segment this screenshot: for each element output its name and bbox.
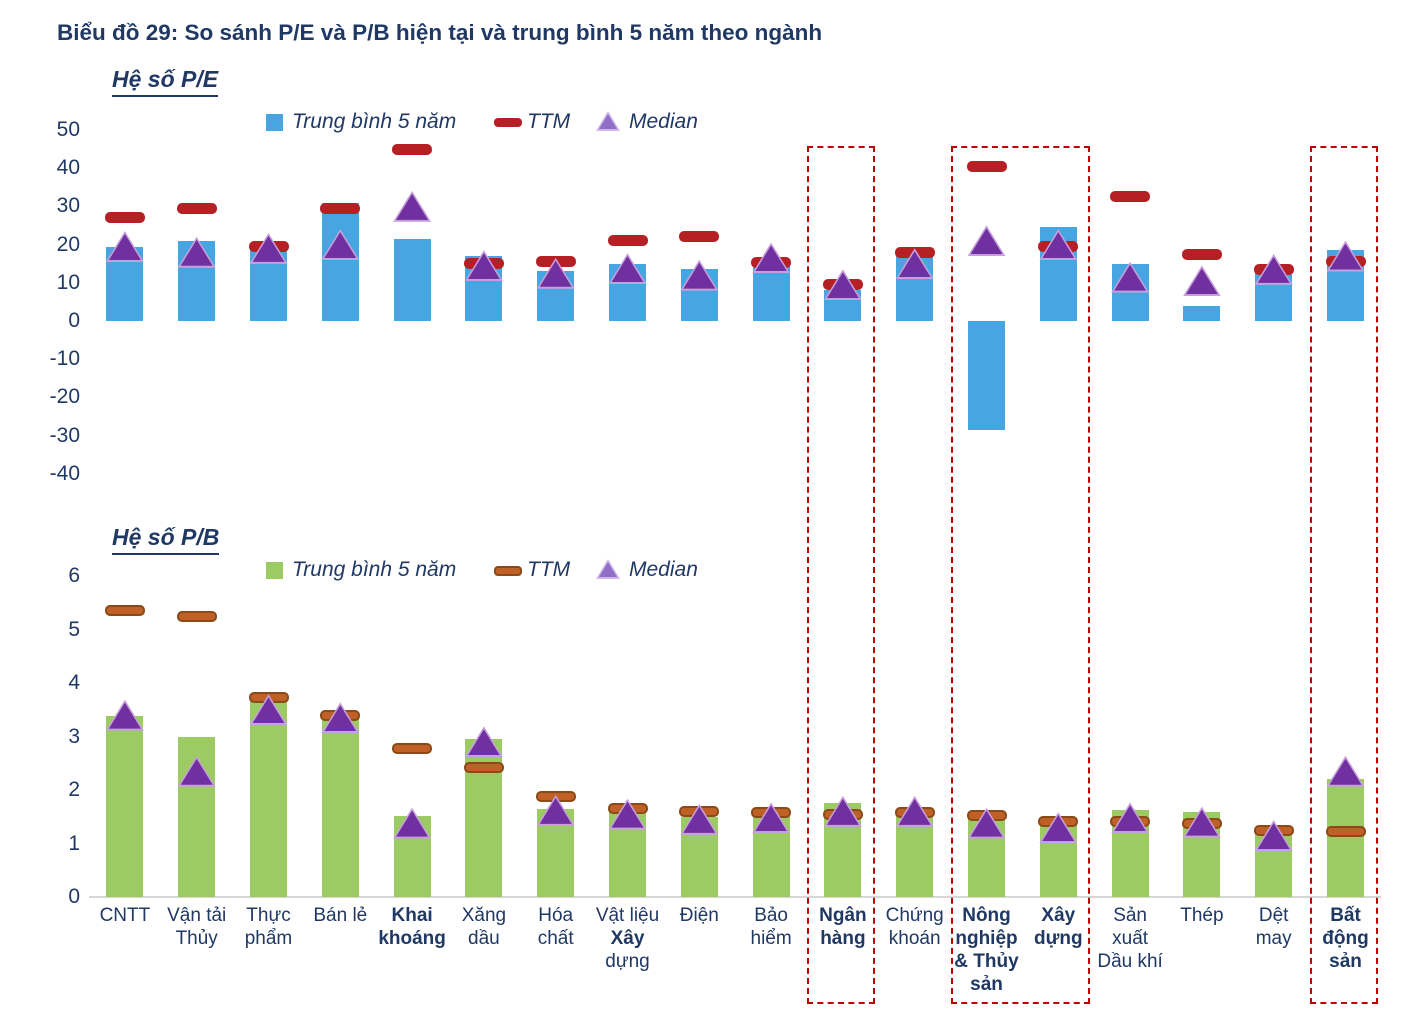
pe-ttm-dash-icon [494,118,522,127]
highlight-box-Bất động sản [1309,146,1378,1004]
pb-ttm-dash-icon [494,566,522,576]
pe-bar-Khai khoáng [393,238,431,321]
pb-legend-avg-label: Trung bình 5 năm [292,558,457,581]
highlight-box-Ngân hàng [806,146,875,1004]
pe-ytick--40: -40 [49,461,80,485]
pb-ytick-6: 6 [68,564,80,587]
pe-ytick--10: -10 [49,347,80,371]
pe-avg-swatch-icon [266,114,283,131]
xlabel-Ngân hàng: Ngân hàng [819,905,867,949]
pb-legend-median-label: Median [629,558,698,581]
pe-ttm-Nông nghiệp & Thủy sản [966,160,1007,172]
pb-ttm-Xăng dầu [463,762,504,774]
pe-ttm-Điện [679,231,720,243]
pe-median-triangle-icon [596,111,620,131]
pe-median-Thép [1182,265,1221,297]
pe-ytick-50: 50 [56,118,80,141]
pe-legend-avg-label: Trung bình 5 năm [292,110,457,133]
xlabel-Bảo hiểm: Bảo hiểm [750,905,792,949]
pe-bar-Bán lẻ [321,202,359,321]
pb-ttm-Khai khoáng [392,742,433,754]
page-title: Biểu đồ 29: So sánh P/E và P/B hiện tại … [57,20,823,45]
highlight-box-Nông nghiệp & Thủy sản-Xây dựng [950,146,1091,1004]
xlabel-Xăng dầu: Xăng dầu [461,905,507,949]
pe-ytick--20: -20 [49,385,80,409]
xlabel-Dệt may: Dệt may [1255,905,1292,949]
pe-ytick-30: 30 [56,194,80,218]
pe-ttm-Vật liệu Xây dựng [607,235,648,247]
pe-legend-ttm-label: TTM [527,110,571,133]
pb-legend-ttm-label: TTM [527,558,571,581]
pb-bar-CNTT [106,716,144,897]
pb-ytick-2: 2 [68,778,80,801]
pb-bar-Bán lẻ [321,718,359,897]
pe-ttm-Bán lẻ [320,202,361,214]
xlabel-Thực phẩm: Thực phẩm [244,905,293,949]
xlabel-Hóa chất: Hóa chất [537,905,574,949]
pe-legend-median-label: Median [629,110,698,133]
xlabel-Sản xuất Dầu khí: Sản xuất Dầu khí [1097,905,1163,972]
pe-median-Khai khoáng [393,190,432,222]
xlabel-Bán lẻ: Bán lẻ [313,905,368,926]
pb-ytick-1: 1 [68,831,80,855]
xlabel-Nông nghiệp & Thủy sản: Nông nghiệp & Thủy sản [954,905,1019,995]
xlabel-CNTT: CNTT [99,905,151,926]
xlabel-Chứng khoán: Chứng khoán [885,905,944,949]
pb-ttm-Bất động sản [1325,826,1366,838]
pe-ytick-20: 20 [56,232,80,256]
pb-ytick-3: 3 [68,724,80,748]
pb-ytick-4: 4 [68,671,80,694]
xlabel-Xây dựng: Xây dựng [1034,905,1083,949]
pe-ytick--30: -30 [49,423,80,447]
pe-ttm-CNTT [104,212,145,224]
xlabel-Vật liệu Xây dựng: Vật liệu Xây dựng [595,905,660,972]
xlabel-Khai khoáng: Khai khoáng [378,905,446,949]
pe-ytick-40: 40 [56,156,80,180]
pb-chart-heading: Hệ số P/B [112,524,220,555]
pb-bar-Thực phẩm [250,699,287,897]
xlabel-Bất động sản: Bất động sản [1322,905,1369,972]
xlabel-Điện: Điện [679,905,719,926]
pb-median-CNTT [105,699,144,731]
xlabel-Thép: Thép [1180,905,1224,926]
pe-ttm-Thép [1181,248,1222,260]
pe-ytick-0: 0 [68,309,80,332]
pb-x-axis-line [89,896,1382,898]
pe-ttm-Khai khoáng [392,143,433,155]
pe-ttm-Sản xuất Dầu khí [1110,191,1151,203]
pe-chart-heading: Hệ số P/E [112,66,219,97]
pb-median-triangle-icon [596,559,620,579]
pb-avg-swatch-icon [266,562,283,579]
pb-ttm-Vận tải Thủy [176,610,217,622]
xlabel-Vận tải Thủy: Vận tải Thủy [167,905,227,949]
pe-bar-Thép [1183,305,1221,321]
pe-ttm-Vận tải Thủy [176,202,217,214]
pb-bar-Bất động sản [1327,779,1364,897]
pb-ytick-5: 5 [68,617,80,641]
pe-bar-Nông nghiệp & Thủy sản [968,321,1005,430]
pe-ytick-10: 10 [56,270,80,294]
pb-ytick-0: 0 [68,885,80,908]
pb-ttm-CNTT [104,605,145,617]
